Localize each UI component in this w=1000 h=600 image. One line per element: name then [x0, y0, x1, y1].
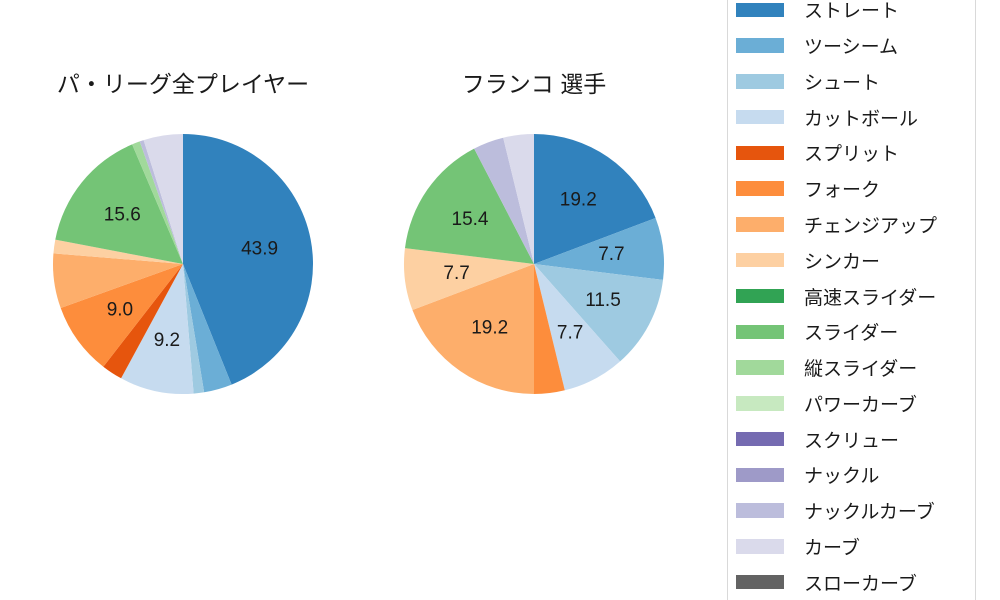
- legend-swatch: [736, 109, 784, 125]
- pie-slice: [103, 264, 183, 379]
- pie-slice: [503, 134, 534, 264]
- left-pie-chart: 43.9 9.2 9.0 15.6: [52, 134, 314, 395]
- legend-swatch: [736, 2, 784, 18]
- legend-item-label: シュート: [804, 72, 881, 94]
- legend-item-label: スローカーブ: [804, 573, 917, 595]
- legend-swatch: [736, 431, 784, 447]
- pie-slice: [183, 264, 205, 394]
- legend-swatch: [736, 539, 784, 554]
- pie-slice: [143, 134, 183, 264]
- legend-item-label: ナックル: [804, 466, 880, 488]
- legend-swatch: [736, 38, 784, 53]
- pie-slice: [183, 134, 314, 385]
- legend-item: 高速スライダー: [736, 278, 975, 314]
- legend-item-label: スライダー: [804, 323, 899, 345]
- pie-slice: [183, 264, 232, 393]
- pie-percent-label: 9.2: [154, 330, 180, 351]
- legend-item: カーブ: [736, 528, 975, 564]
- legend-swatch: [736, 360, 784, 375]
- legend-item: シンカー: [736, 242, 975, 278]
- pie-percent-label: 7.7: [557, 323, 583, 344]
- legend-item: フォーク: [736, 171, 975, 207]
- legend-item-label: シンカー: [804, 251, 881, 273]
- legend-item: カットボール: [736, 99, 975, 135]
- legend-swatch: [736, 467, 784, 483]
- legend-swatch: [736, 324, 784, 340]
- legend-item: ナックルカーブ: [736, 493, 975, 529]
- legend-swatch: [736, 396, 784, 411]
- right-pie-title: フランコ 選手: [461, 71, 607, 97]
- pie-slice: [412, 264, 534, 394]
- legend-item: ツーシーム: [736, 28, 975, 64]
- legend-item-label: 縦スライダー: [804, 359, 918, 381]
- legend-item: パワーカーブ: [736, 385, 975, 421]
- legend-swatch: [736, 217, 784, 232]
- legend-swatch: [736, 503, 784, 518]
- legend-item: ナックル: [736, 457, 975, 493]
- pie-slice: [534, 264, 565, 394]
- pie-slice: [52, 253, 183, 309]
- legend-swatch: [736, 181, 784, 196]
- legend-item-label: パワーカーブ: [804, 394, 917, 416]
- pie-slice: [139, 140, 183, 264]
- legend-item: シュート: [736, 64, 975, 100]
- legend-item: ストレート: [736, 0, 975, 28]
- pie-percent-label: 19.2: [560, 189, 597, 210]
- pie-slice: [534, 217, 664, 280]
- legend-swatch: [736, 74, 784, 89]
- legend-list: ストレートツーシームシュートカットボール スプリットフォークチェンジアップ シンカー…: [736, 0, 975, 600]
- pie-slice: [534, 134, 656, 264]
- legend-item-label: カットボール: [804, 108, 919, 130]
- legend-item-label: カーブ: [804, 537, 860, 559]
- legend-item-label: スプリット: [804, 144, 900, 166]
- pie-slice: [474, 137, 534, 264]
- legend-swatch: [736, 252, 784, 268]
- pie-percent-label: 15.6: [104, 205, 141, 226]
- pie-percent-label: 15.4: [452, 209, 489, 230]
- pie-slice: [60, 264, 183, 367]
- legend-item-label: チェンジアップ: [804, 215, 938, 237]
- legend-item: スライダー: [736, 314, 975, 350]
- legend-item: スローカーブ: [736, 564, 975, 600]
- legend-item: スプリット: [736, 135, 975, 171]
- pie-percent-label: 9.0: [107, 299, 133, 320]
- legend-item: チェンジアップ: [736, 207, 975, 243]
- legend-item-label: スクリュー: [804, 430, 900, 452]
- legend-item: スクリュー: [736, 421, 975, 457]
- pie-slice: [404, 248, 534, 311]
- pie-percent-label: 7.7: [598, 244, 624, 265]
- pie-slice: [404, 148, 534, 264]
- legend-item-label: フォーク: [804, 180, 881, 202]
- pie-slice: [53, 239, 184, 264]
- legend-item: 縦スライダー: [736, 350, 975, 386]
- left-pie-title: パ・リーグ全プレイヤー: [56, 71, 310, 97]
- legend-item-label: ツーシーム: [804, 37, 899, 59]
- pie-slice: [132, 141, 183, 264]
- legend-item-label: 高速スライダー: [804, 287, 937, 309]
- legend-item-label: ストレート: [804, 1, 900, 23]
- pie-percent-label: 7.7: [443, 263, 469, 284]
- pie-percent-label: 43.9: [241, 239, 278, 260]
- pie-slice: [534, 264, 664, 362]
- right-pie-chart: 19.27.711.57.719.27.715.4: [404, 134, 664, 394]
- pie-percent-label: 11.5: [585, 290, 621, 311]
- legend-item-label: ナックルカーブ: [804, 502, 935, 524]
- pie-slice: [55, 144, 183, 264]
- pie-percent-label: 19.2: [471, 318, 508, 339]
- pie-slice: [121, 264, 194, 395]
- pie-slice: [534, 264, 621, 391]
- legend-swatch: [736, 145, 784, 161]
- pitch-type-legend: ストレートツーシームシュートカットボール スプリットフォークチェンジアップ シンカー…: [727, 0, 976, 600]
- legend-swatch: [736, 288, 784, 304]
- legend-swatch: [736, 574, 784, 590]
